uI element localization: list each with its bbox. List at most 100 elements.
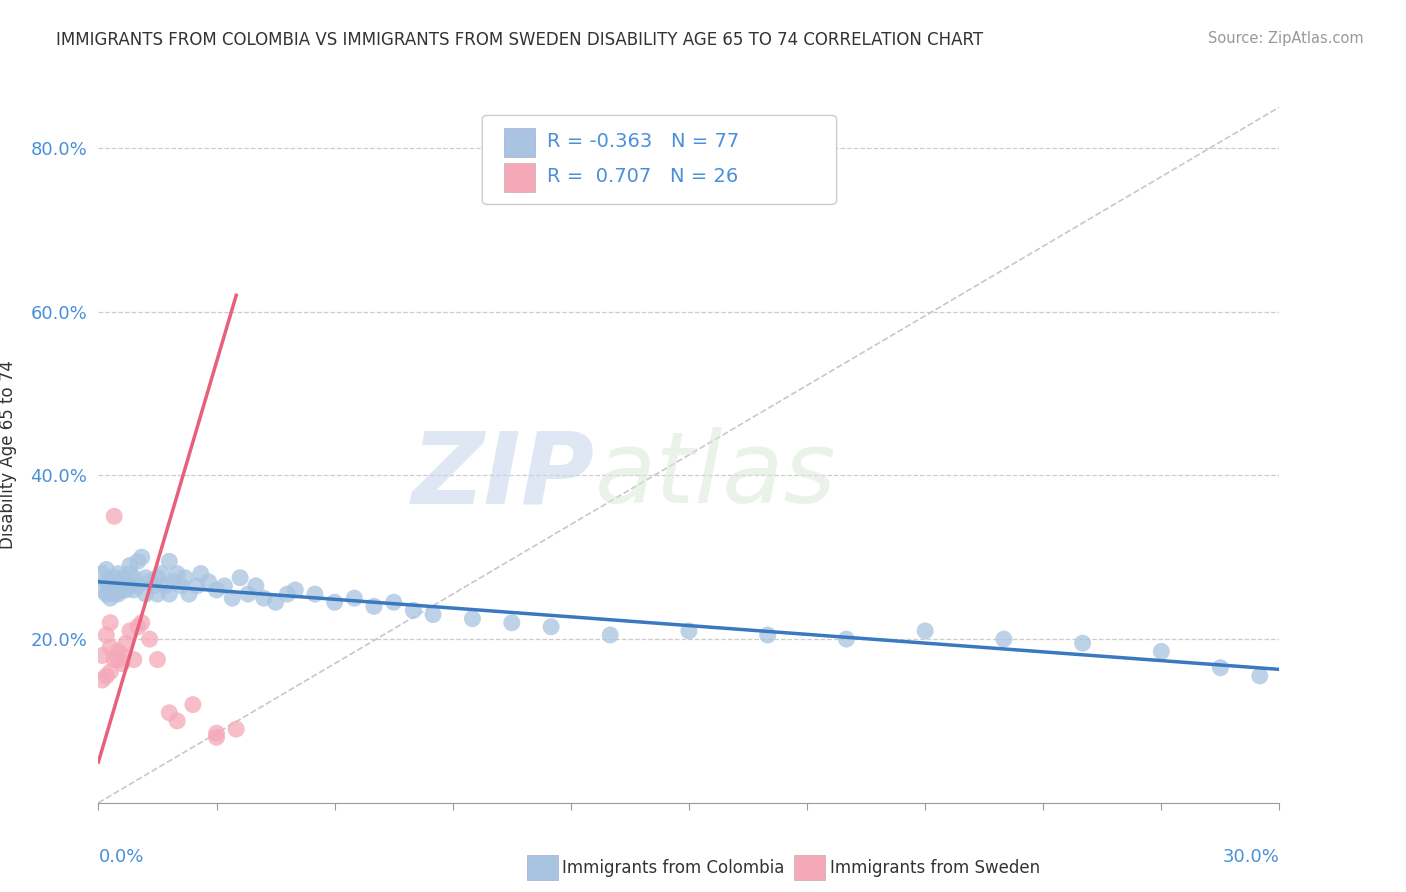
Text: Immigrants from Sweden: Immigrants from Sweden: [830, 859, 1039, 877]
Point: [186, 579, 208, 593]
Point: [103, 571, 125, 585]
Point: [96, 574, 118, 589]
Point: [174, 571, 197, 585]
Text: Immigrants from Colombia: Immigrants from Colombia: [562, 859, 785, 877]
Point: [118, 566, 141, 581]
Point: [1071, 636, 1094, 650]
Point: [190, 566, 212, 581]
Text: 30.0%: 30.0%: [1223, 848, 1279, 866]
Point: [304, 587, 326, 601]
Point: [107, 644, 129, 658]
Point: [98, 665, 121, 679]
Point: [98, 591, 121, 606]
Point: [205, 582, 228, 597]
Point: [107, 579, 129, 593]
Point: [229, 571, 252, 585]
Point: [363, 599, 385, 614]
Point: [146, 587, 169, 601]
Point: [98, 640, 121, 655]
Point: [115, 582, 138, 597]
Point: [111, 579, 134, 593]
Point: [96, 562, 118, 576]
Point: [91, 673, 114, 687]
Point: [91, 566, 114, 581]
Point: [166, 566, 188, 581]
Point: [177, 587, 200, 601]
Point: [127, 579, 149, 593]
Point: [835, 632, 858, 646]
Point: [138, 574, 160, 589]
Point: [96, 669, 118, 683]
Point: [135, 571, 157, 585]
Point: [131, 550, 153, 565]
Point: [107, 574, 129, 589]
Point: [98, 582, 121, 597]
Point: [103, 587, 125, 601]
Point: [122, 571, 145, 585]
Point: [111, 648, 134, 663]
Point: [103, 582, 125, 597]
Point: [96, 628, 118, 642]
Point: [382, 595, 405, 609]
Point: [599, 628, 621, 642]
Point: [155, 579, 177, 593]
Point: [914, 624, 936, 638]
Point: [98, 579, 121, 593]
Point: [157, 706, 180, 720]
Point: [111, 582, 134, 597]
Point: [118, 579, 141, 593]
Point: [197, 574, 219, 589]
Point: [993, 632, 1015, 646]
Point: [142, 579, 165, 593]
Point: [96, 587, 118, 601]
Point: [103, 652, 125, 666]
Point: [98, 574, 121, 589]
Point: [181, 698, 204, 712]
Point: [245, 579, 267, 593]
Point: [540, 620, 562, 634]
Text: IMMIGRANTS FROM COLOMBIA VS IMMIGRANTS FROM SWEDEN DISABILITY AGE 65 TO 74 CORRE: IMMIGRANTS FROM COLOMBIA VS IMMIGRANTS F…: [56, 31, 983, 49]
Point: [107, 652, 129, 666]
Point: [422, 607, 444, 622]
Point: [127, 620, 149, 634]
Point: [501, 615, 523, 630]
Point: [91, 582, 114, 597]
Point: [461, 612, 484, 626]
Point: [107, 587, 129, 601]
Point: [146, 571, 169, 585]
Point: [111, 657, 134, 671]
Point: [157, 554, 180, 568]
Point: [91, 648, 114, 663]
Point: [756, 628, 779, 642]
Point: [170, 579, 193, 593]
Point: [166, 714, 188, 728]
Point: [157, 587, 180, 601]
Text: R = -0.363   N = 77: R = -0.363 N = 77: [547, 132, 740, 152]
Point: [138, 632, 160, 646]
Point: [103, 509, 125, 524]
Point: [236, 587, 259, 601]
Text: R =  0.707   N = 26: R = 0.707 N = 26: [547, 167, 738, 186]
Point: [146, 652, 169, 666]
Point: [205, 726, 228, 740]
Y-axis label: Disability Age 65 to 74: Disability Age 65 to 74: [0, 360, 17, 549]
Point: [115, 636, 138, 650]
Point: [1209, 661, 1232, 675]
Point: [402, 603, 425, 617]
Point: [98, 615, 121, 630]
FancyBboxPatch shape: [503, 128, 536, 157]
FancyBboxPatch shape: [503, 162, 536, 192]
Point: [150, 566, 173, 581]
Point: [253, 591, 276, 606]
Point: [122, 652, 145, 666]
Point: [162, 574, 184, 589]
Point: [135, 587, 157, 601]
Point: [1150, 644, 1173, 658]
Point: [107, 566, 129, 581]
Point: [111, 571, 134, 585]
Point: [678, 624, 700, 638]
Text: Source: ZipAtlas.com: Source: ZipAtlas.com: [1208, 31, 1364, 46]
Point: [118, 558, 141, 573]
Point: [323, 595, 346, 609]
Text: ZIP: ZIP: [412, 427, 595, 524]
